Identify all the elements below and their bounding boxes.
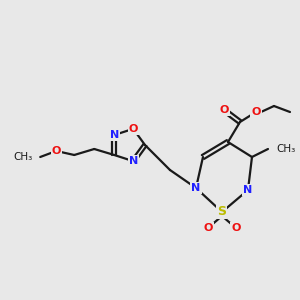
Text: N: N	[191, 183, 201, 193]
Text: S: S	[218, 206, 226, 218]
Text: CH₃: CH₃	[13, 152, 32, 162]
Text: N: N	[129, 156, 138, 166]
Text: O: O	[231, 223, 241, 233]
Text: O: O	[52, 146, 61, 156]
Text: N: N	[243, 185, 253, 195]
Text: O: O	[203, 223, 213, 233]
Text: O: O	[251, 107, 261, 117]
Text: O: O	[129, 124, 138, 134]
Text: O: O	[219, 105, 229, 115]
Text: CH₃: CH₃	[276, 144, 295, 154]
Text: N: N	[110, 130, 119, 140]
